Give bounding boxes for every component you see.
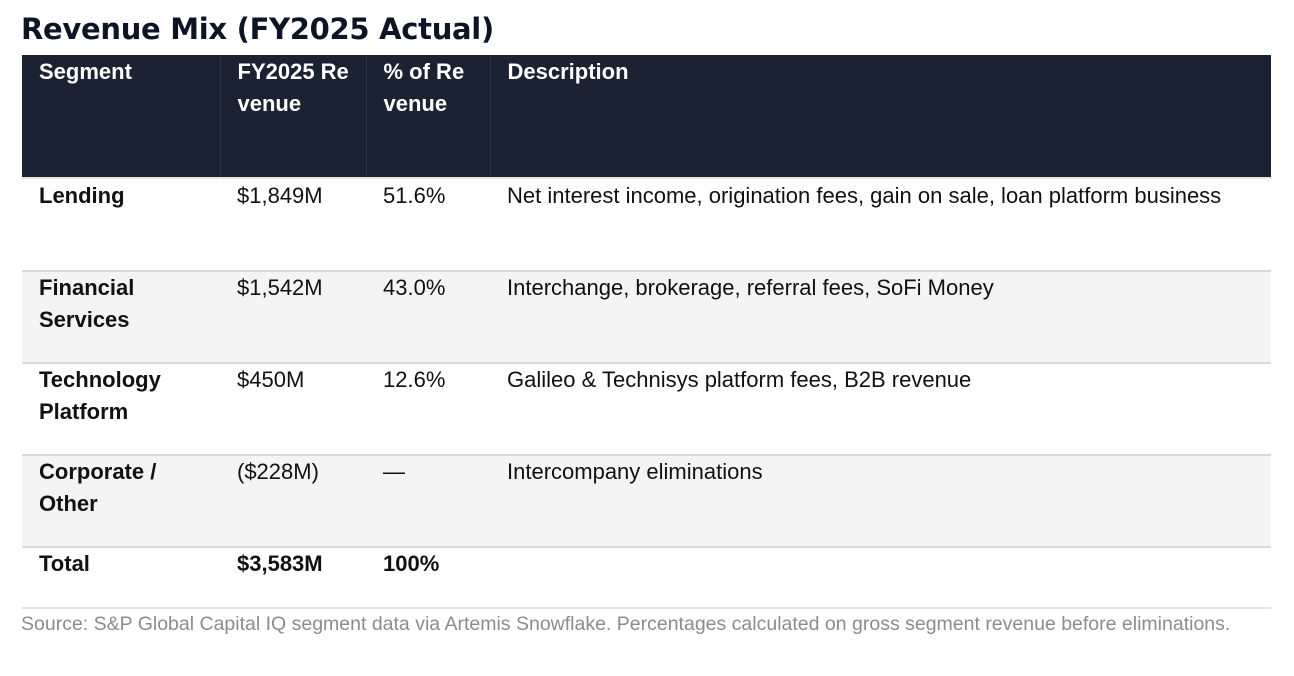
table-row: Corporate / Other ($228M) — Intercompany… [22,454,1271,547]
column-header-segment: Segment [22,55,221,178]
segment-cell: Lending [22,177,220,271]
table-header: Segment FY2025 Revenue % of Revenue Desc… [22,55,1271,178]
percent-cell: 51.6% [366,177,490,271]
revenue-cell: $1,542M [220,270,366,363]
total-label-cell: Total [22,546,220,592]
table-row: Financial Services $1,542M 43.0% Interch… [22,270,1271,363]
page-title: Revenue Mix (FY2025 Actual) [21,12,494,46]
column-header-description: Description [490,55,1271,178]
segment-cell: Financial Services [22,270,220,363]
total-description-cell [490,546,1271,592]
source-note: Source: S&P Global Capital IQ segment da… [21,613,1231,635]
segment-cell: Technology Platform [22,362,220,455]
footnote-divider [22,607,1271,609]
revenue-cell: $450M [220,362,366,455]
total-row: Total $3,583M 100% [22,546,1271,592]
revenue-cell: $1,849M [220,177,366,271]
description-cell: Net interest income, origination fees, g… [490,177,1271,271]
percent-cell: 12.6% [366,362,490,455]
description-cell: Interchange, brokerage, referral fees, S… [490,270,1271,363]
revenue-mix-table: Segment FY2025 Revenue % of Revenue Desc… [22,55,1271,592]
table-row: Technology Platform $450M 12.6% Galileo … [22,362,1271,455]
column-header-revenue: FY2025 Revenue [220,55,367,178]
segment-cell: Corporate / Other [22,454,220,547]
description-cell: Galileo & Technisys platform fees, B2B r… [490,362,1271,455]
percent-cell: 43.0% [366,270,490,363]
column-header-percent: % of Revenue [366,55,491,178]
table-row: Lending $1,849M 51.6% Net interest incom… [22,177,1271,271]
header-row: Segment FY2025 Revenue % of Revenue Desc… [22,55,1271,178]
total-revenue-cell: $3,583M [220,546,366,592]
revenue-cell: ($228M) [220,454,366,547]
total-percent-cell: 100% [366,546,490,592]
percent-cell: — [366,454,490,547]
description-cell: Intercompany eliminations [490,454,1271,547]
